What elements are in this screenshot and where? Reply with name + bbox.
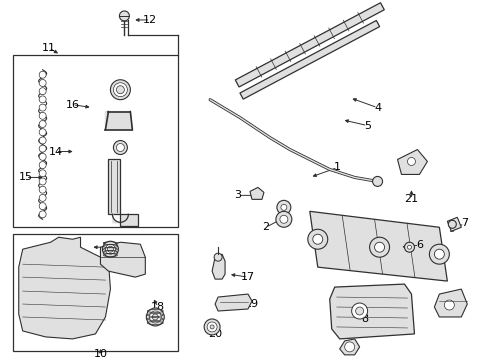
Text: 3: 3: [235, 190, 242, 201]
Text: 16: 16: [66, 100, 79, 110]
Circle shape: [39, 71, 46, 78]
Circle shape: [39, 203, 46, 210]
Circle shape: [149, 311, 161, 323]
Bar: [121, 214, 138, 226]
Text: 15: 15: [19, 172, 33, 183]
Circle shape: [39, 145, 46, 152]
Circle shape: [374, 242, 385, 252]
Circle shape: [39, 186, 46, 193]
Polygon shape: [235, 3, 384, 87]
Circle shape: [107, 246, 113, 252]
Circle shape: [281, 204, 287, 210]
Circle shape: [39, 211, 46, 218]
Circle shape: [147, 308, 164, 326]
Circle shape: [408, 245, 412, 249]
Polygon shape: [435, 289, 467, 317]
Text: 14: 14: [49, 147, 63, 157]
Circle shape: [369, 237, 390, 257]
Text: 20: 20: [208, 329, 222, 339]
Text: 7: 7: [461, 218, 468, 228]
Circle shape: [120, 11, 129, 21]
Text: 4: 4: [374, 103, 381, 113]
Circle shape: [39, 88, 46, 95]
Circle shape: [372, 176, 383, 186]
Circle shape: [352, 303, 368, 319]
Circle shape: [39, 121, 46, 127]
Polygon shape: [330, 284, 415, 339]
Circle shape: [113, 140, 127, 154]
Circle shape: [448, 220, 456, 228]
Circle shape: [210, 325, 214, 329]
Circle shape: [204, 319, 220, 335]
Circle shape: [39, 137, 46, 144]
Text: 6: 6: [416, 240, 423, 250]
Polygon shape: [19, 237, 110, 339]
Circle shape: [39, 96, 46, 103]
Circle shape: [276, 211, 292, 227]
Circle shape: [105, 244, 116, 254]
Text: 2: 2: [262, 222, 270, 232]
Polygon shape: [310, 211, 447, 281]
Circle shape: [313, 234, 323, 244]
Polygon shape: [215, 294, 252, 311]
Text: 8: 8: [361, 314, 368, 324]
Polygon shape: [340, 339, 360, 355]
Circle shape: [277, 201, 291, 214]
Text: 13: 13: [101, 242, 116, 252]
Circle shape: [102, 241, 119, 257]
Text: 12: 12: [143, 15, 157, 25]
Circle shape: [404, 242, 415, 252]
Bar: [13, 234, 178, 351]
Bar: [108, 159, 121, 214]
Circle shape: [214, 253, 222, 261]
Circle shape: [39, 194, 46, 201]
Circle shape: [39, 104, 46, 111]
Text: 19: 19: [245, 299, 259, 309]
Circle shape: [356, 307, 364, 315]
Polygon shape: [100, 242, 146, 277]
Circle shape: [408, 157, 416, 166]
Circle shape: [280, 215, 288, 223]
Polygon shape: [105, 112, 132, 130]
Circle shape: [39, 178, 46, 185]
Polygon shape: [447, 217, 461, 231]
Text: 9: 9: [456, 302, 463, 312]
Circle shape: [110, 80, 130, 100]
Circle shape: [39, 153, 46, 160]
Circle shape: [444, 300, 454, 310]
Text: 17: 17: [241, 272, 255, 282]
Circle shape: [113, 83, 127, 97]
Text: 11: 11: [42, 43, 56, 53]
Circle shape: [117, 144, 124, 152]
Circle shape: [117, 86, 124, 94]
Circle shape: [39, 80, 46, 86]
Polygon shape: [397, 149, 427, 175]
Text: 21: 21: [404, 194, 418, 204]
Circle shape: [344, 342, 355, 352]
Bar: [13, 55, 178, 227]
Text: 18: 18: [151, 302, 165, 312]
Text: 5: 5: [364, 121, 371, 131]
Circle shape: [39, 170, 46, 177]
Circle shape: [39, 112, 46, 119]
Text: 1: 1: [334, 162, 341, 172]
Circle shape: [435, 249, 444, 259]
Polygon shape: [212, 254, 225, 279]
Circle shape: [308, 229, 328, 249]
Polygon shape: [250, 188, 264, 199]
Text: 10: 10: [94, 349, 107, 359]
Polygon shape: [240, 21, 380, 99]
Circle shape: [207, 322, 217, 332]
Circle shape: [39, 129, 46, 136]
Circle shape: [39, 162, 46, 168]
Circle shape: [152, 314, 158, 320]
Circle shape: [429, 244, 449, 264]
